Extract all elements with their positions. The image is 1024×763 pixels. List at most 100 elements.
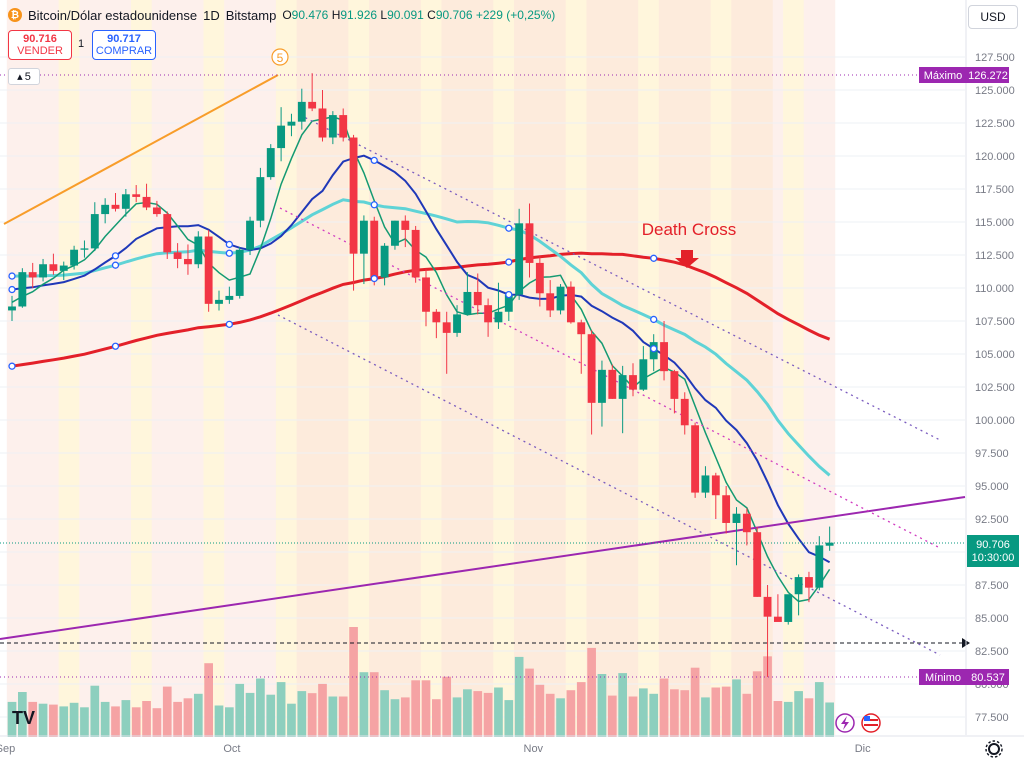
candle-body: [132, 194, 141, 197]
volume-bar: [639, 688, 648, 737]
candle-body: [525, 223, 534, 263]
ma-markers: [8, 156, 658, 370]
ma-marker: [370, 156, 378, 165]
candle-body: [401, 220, 410, 230]
session-band: [669, 0, 680, 735]
volume-bar: [587, 647, 596, 737]
candle-body: [473, 291, 482, 306]
session-band: [162, 0, 173, 735]
volume-bar: [173, 701, 182, 737]
volume-bar: [711, 687, 721, 737]
session-band: [710, 0, 722, 735]
volume-bar: [276, 682, 286, 737]
candle-body: [194, 236, 203, 265]
session-band: [772, 0, 784, 735]
candle-body: [287, 121, 296, 126]
ma-marker: [225, 240, 234, 249]
currency-select[interactable]: USD: [968, 5, 1018, 29]
symbol-header[interactable]: ₿ Bitcoin/Dólar estadounidense 1D Bitsta…: [8, 4, 555, 26]
svg-text:80.537: 80.537: [971, 672, 1005, 684]
ma-marker: [505, 224, 513, 232]
session-band: [58, 0, 70, 735]
volume-bar: [442, 676, 452, 737]
session-band: [482, 0, 494, 735]
drawings: [0, 74, 970, 678]
volume-bar: [566, 690, 576, 737]
candle-body: [277, 125, 286, 149]
us-flag-icon[interactable]: [861, 713, 881, 733]
candle-body: [691, 425, 700, 493]
candle-body: [152, 207, 161, 215]
ma-marker: [370, 201, 378, 209]
session-band: [814, 0, 825, 735]
volume-bar: [763, 656, 772, 737]
time-axis[interactable]: Sep Oct Nov Dic: [0, 735, 1024, 755]
candle-body: [101, 204, 110, 215]
volume-bar: [783, 701, 793, 737]
session-band: [213, 0, 225, 735]
session-band: [400, 0, 411, 735]
volume-bar: [825, 702, 834, 737]
volume-bar: [628, 696, 638, 737]
ma-marker: [225, 320, 234, 328]
ohlc-values: O90.476 H91.926 L90.091 C90.706 +229 (+0…: [282, 8, 556, 22]
lightning-icon[interactable]: [835, 713, 855, 733]
session-band: [379, 0, 391, 735]
tradingview-logo[interactable]: TV: [12, 708, 35, 728]
svg-text:TV: TV: [12, 708, 35, 728]
volume-bar: [287, 703, 296, 737]
wave-marker: 5: [271, 48, 289, 66]
candle-body: [339, 115, 348, 138]
session-bands: [6, 0, 836, 735]
candle-body: [442, 322, 451, 333]
time-tick-label: Dic: [855, 743, 871, 755]
candle-body: [504, 294, 513, 312]
session-band: [193, 0, 204, 735]
volume-bar: [359, 672, 369, 737]
session-band: [534, 0, 546, 735]
candle-body: [111, 204, 120, 209]
price-axis[interactable]: 127.500 125.000 122.500 120.000 117.500 115.0…: [965, 0, 1015, 735]
candle-body: [318, 108, 327, 138]
collapse-icon: ▴: [17, 71, 23, 83]
volume-bar: [535, 684, 545, 737]
candle-body: [8, 306, 16, 311]
candle-body: [805, 577, 813, 588]
ma-marker: [111, 261, 120, 269]
session-band: [79, 0, 91, 735]
volume-bar: [380, 690, 389, 737]
price-tick-label: 122.500: [975, 118, 1015, 130]
candle-body: [28, 272, 37, 278]
candle-body: [266, 148, 275, 178]
sell-button[interactable]: 90.716 VENDER: [8, 30, 72, 60]
volume-bar: [545, 693, 555, 737]
volume-bar: [266, 694, 276, 737]
session-band: [255, 0, 266, 735]
bitcoin-icon: ₿: [8, 8, 22, 22]
volume-bar: [80, 707, 89, 737]
session-band: [68, 0, 80, 735]
candle-body: [173, 252, 182, 259]
ma-marker: [8, 362, 16, 370]
symbol-interval: 1D: [203, 7, 220, 23]
candle-body: [359, 220, 368, 254]
wave-line: [3, 74, 279, 225]
buy-button[interactable]: 90.717 COMPRAR: [92, 30, 156, 60]
session-band: [89, 0, 101, 735]
trend-support-line: [0, 496, 966, 640]
volume-bar: [576, 682, 586, 737]
session-band: [410, 0, 422, 735]
volume-bar: [556, 698, 565, 737]
price-tick-label: 95.000: [975, 481, 1009, 493]
volume-bar: [318, 683, 327, 737]
candle-body: [163, 214, 172, 253]
session-band: [679, 0, 691, 735]
ma-marker: [505, 258, 513, 266]
session-band: [348, 0, 360, 735]
session-band: [420, 0, 432, 735]
volume-bar: [659, 678, 669, 737]
candle-body: [80, 248, 89, 250]
settings-gear-icon[interactable]: [985, 740, 1003, 758]
collapse-counter[interactable]: ▴ 5: [8, 68, 40, 85]
